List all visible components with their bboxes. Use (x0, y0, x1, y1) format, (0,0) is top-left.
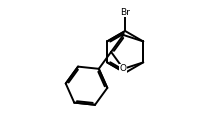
Text: O: O (120, 64, 127, 73)
Text: Br: Br (120, 8, 130, 17)
